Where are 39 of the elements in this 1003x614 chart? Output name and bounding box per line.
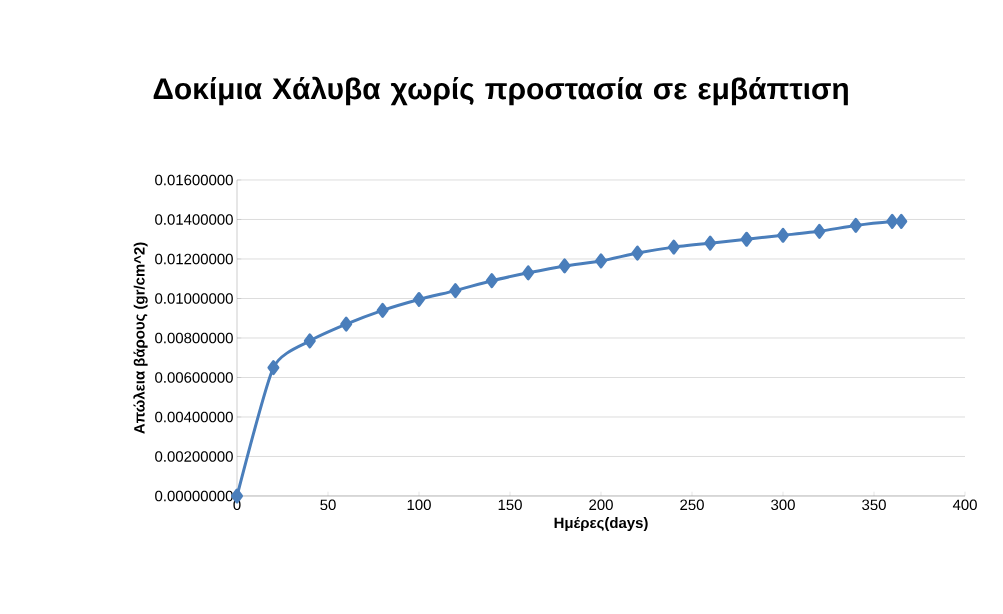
y-tick-label: 0.00600000	[155, 372, 233, 383]
x-tick-label: 300	[771, 499, 795, 511]
x-tick-label: 50	[320, 499, 336, 511]
x-tick-label: 100	[407, 499, 431, 511]
point	[449, 283, 462, 299]
y-tick-label: 0.00400000	[155, 411, 233, 423]
x-tick-label: 400	[952, 499, 977, 511]
point	[667, 239, 680, 255]
x-tick-label: 250	[680, 499, 704, 511]
point	[376, 302, 389, 318]
point	[413, 291, 426, 307]
y-tick-label: 0.01000000	[155, 293, 233, 304]
chart-title: Δοκίμια Χάλυβα χωρίς προστασία σε εμβάπτιση	[153, 76, 848, 106]
y-axis-title: Απώλεια βάρους (gr/cm^2)	[133, 242, 148, 434]
y-tick-label: 0.01600000	[155, 174, 233, 186]
y-tick-label: 0.00000000	[155, 490, 233, 502]
point	[895, 213, 908, 229]
point	[558, 258, 571, 274]
point	[849, 217, 862, 233]
point	[303, 333, 316, 349]
point	[485, 273, 498, 289]
point	[267, 360, 280, 376]
point	[740, 231, 753, 247]
y-tick-label: 0.01200000	[155, 253, 233, 265]
point	[777, 227, 790, 243]
y-tick-label: 0.00800000	[155, 332, 233, 344]
x-tick-label: 350	[862, 499, 886, 511]
y-tick-label: 0.00200000	[155, 451, 233, 462]
x-tick-label: 200	[589, 499, 613, 511]
point	[522, 265, 535, 281]
x-tick-label: 150	[498, 499, 522, 511]
point	[340, 316, 353, 332]
point	[595, 253, 608, 269]
y-tick-label: 0.01400000	[155, 214, 233, 225]
point	[813, 223, 826, 239]
x-axis-title: Ημέρες(days)	[554, 516, 648, 532]
point	[704, 235, 717, 251]
point	[631, 245, 644, 261]
point	[886, 213, 899, 229]
